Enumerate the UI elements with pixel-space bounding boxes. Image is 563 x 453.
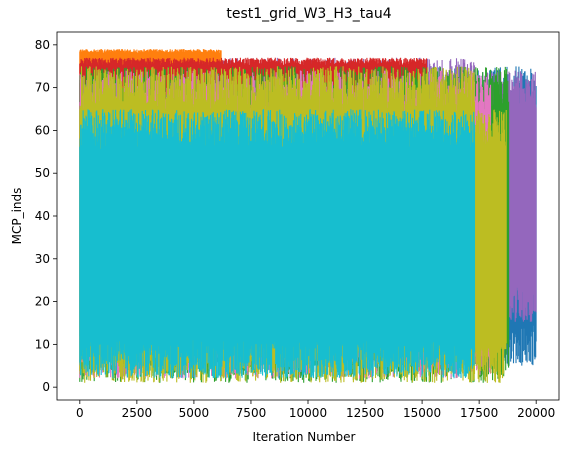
- x-tick-label: 17500: [460, 406, 498, 420]
- y-tick-label: 60: [35, 123, 50, 137]
- y-tick-label: 40: [35, 209, 50, 223]
- y-tick-label: 30: [35, 252, 50, 266]
- y-tick-label: 20: [35, 295, 50, 309]
- x-tick-label: 2500: [122, 406, 153, 420]
- x-tick-label: 20000: [517, 406, 555, 420]
- chart-title: test1_grid_W3_H3_tau4: [226, 6, 391, 22]
- x-tick-label: 5000: [179, 406, 210, 420]
- y-axis: 0 10 20 30 40 50 60 70 80: [35, 38, 57, 394]
- y-tick-label: 80: [35, 38, 50, 52]
- y-tick-label: 0: [42, 380, 50, 394]
- x-tick-label: 12500: [346, 406, 384, 420]
- series-layer: [79, 49, 537, 383]
- x-tick-label: 10000: [289, 406, 327, 420]
- series-line-7: [79, 109, 476, 379]
- y-tick-label: 70: [35, 81, 50, 95]
- x-axis-label: Iteration Number: [253, 430, 356, 444]
- x-axis: 0 2500 5000 7500 10000 12500 15000 17500 20000: [76, 400, 555, 420]
- x-tick-label: 0: [76, 406, 84, 420]
- y-tick-label: 50: [35, 166, 50, 180]
- x-tick-label: 7500: [236, 406, 267, 420]
- y-axis-label: MCP_inds: [10, 188, 24, 245]
- x-tick-label: 15000: [403, 406, 441, 420]
- y-tick-label: 10: [35, 337, 50, 351]
